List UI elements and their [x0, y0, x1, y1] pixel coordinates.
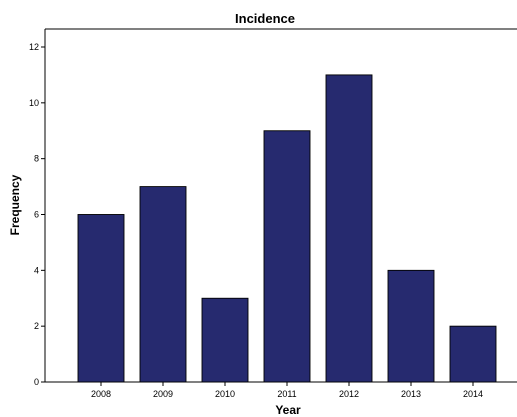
bar-2014: [449, 325, 497, 383]
x-axis-label: Year: [275, 403, 301, 417]
bar-2008: [77, 214, 125, 383]
chart-title: Incidence: [235, 11, 295, 26]
x-tick-label: 2009: [153, 389, 173, 399]
y-tick-label: 0: [34, 377, 39, 387]
bar-2011: [263, 130, 311, 383]
x-tick-label: 2012: [339, 389, 359, 399]
y-tick-label: 2: [34, 321, 39, 331]
bar-2010: [201, 297, 249, 383]
y-tick-label: 10: [29, 98, 39, 108]
y-tick-label: 8: [34, 154, 39, 164]
y-tick-label: 4: [34, 265, 39, 275]
bar-2013: [387, 269, 435, 383]
x-tick-label: 2010: [215, 389, 235, 399]
y-axis-label: Frequency: [8, 174, 22, 235]
bars-group: [77, 74, 497, 383]
y-axis-ticks: 0 2 4 6 8 10 12: [29, 42, 45, 387]
y-tick-label: 12: [29, 42, 39, 52]
y-tick-label: 6: [34, 210, 39, 220]
x-tick-label: 2008: [91, 389, 111, 399]
bar-2012: [325, 74, 373, 383]
x-tick-label: 2011: [277, 389, 296, 399]
bar-2009: [139, 186, 187, 383]
x-tick-label: 2014: [463, 389, 483, 399]
x-axis-ticks: 2008 2009 2010 2011 2012 2013 2014: [91, 382, 483, 399]
x-tick-label: 2013: [401, 389, 421, 399]
